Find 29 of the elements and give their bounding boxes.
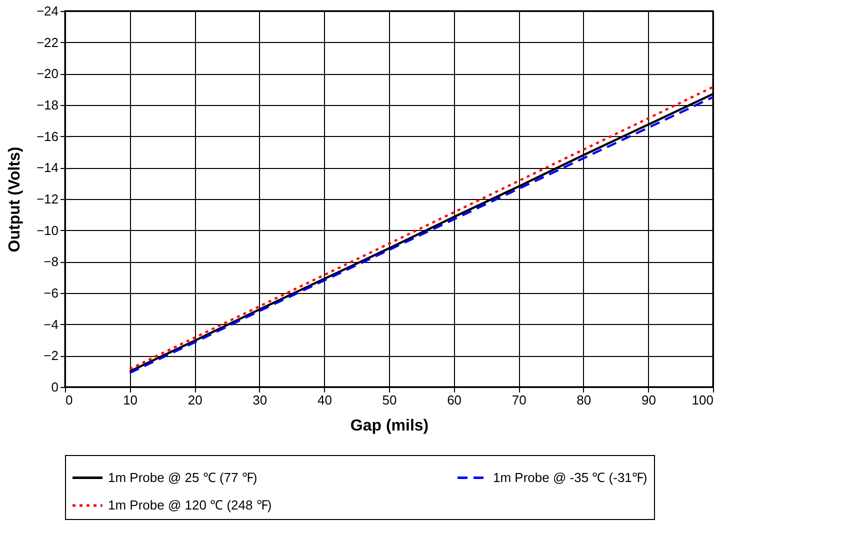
legend-label: 1m Probe @ -35 ℃ (-31℉) xyxy=(493,470,648,485)
y-tick-label: −12 xyxy=(36,192,58,206)
y-tick-label: −24 xyxy=(36,4,58,18)
y-tick-label: −8 xyxy=(44,254,58,270)
x-tick-label: 10 xyxy=(123,392,138,408)
x-tick-label: 70 xyxy=(512,392,526,408)
y-tick-label: −4 xyxy=(44,316,58,332)
y-tick-label: −2 xyxy=(44,348,58,364)
x-tick-label: 20 xyxy=(188,392,202,408)
x-tick-label: 40 xyxy=(317,392,332,408)
legend-label: 1m Probe @ 25 ℃ (77 ℉) xyxy=(108,470,258,485)
y-tick-label: −18 xyxy=(36,98,58,112)
x-axis-title: Gap (mils) xyxy=(350,418,429,434)
x-tick-label: 50 xyxy=(382,392,397,408)
x-tick-label: 0 xyxy=(66,392,73,408)
y-tick-label: −16 xyxy=(36,128,58,144)
y-tick-label: −6 xyxy=(44,286,58,300)
y-tick-label: −14 xyxy=(36,160,58,176)
y-tick-label: 0 xyxy=(51,380,58,394)
x-tick-label: 100 xyxy=(692,392,714,408)
x-tick-label: 30 xyxy=(252,392,268,408)
y-axis-title: Output (Volts) xyxy=(6,146,24,252)
y-tick-label: −20 xyxy=(36,66,58,82)
legend-label: 1m Probe @ 120 ℃ (248 ℉) xyxy=(108,498,272,512)
x-tick-label: 90 xyxy=(641,392,656,408)
x-tick-label: 60 xyxy=(447,392,462,408)
x-tick-label: 80 xyxy=(576,392,592,408)
y-tick-label: −10 xyxy=(36,222,58,238)
y-tick-label: −22 xyxy=(36,34,58,50)
